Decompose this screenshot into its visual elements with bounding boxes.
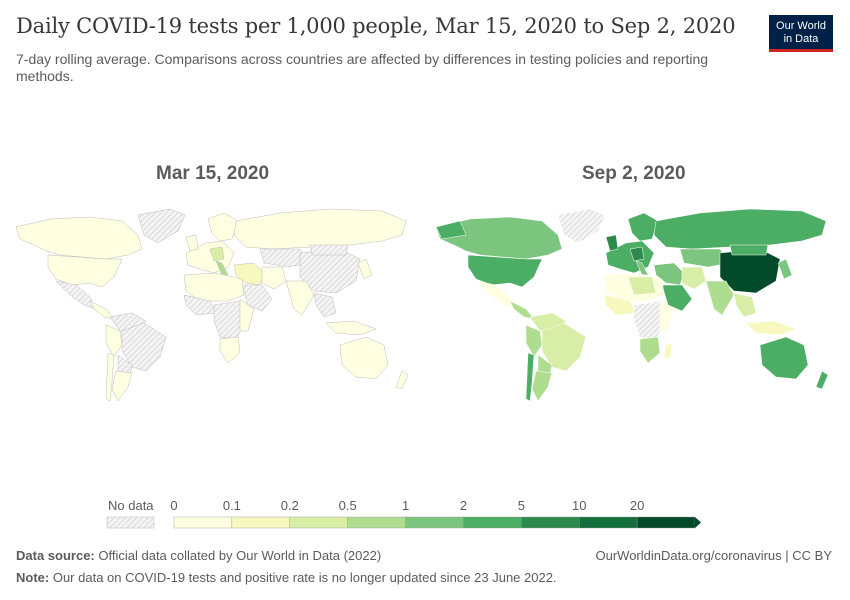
kazakhstan[interactable]: [679, 248, 731, 268]
central-america[interactable]: [89, 300, 115, 320]
legend-tick-label: 2: [460, 498, 467, 513]
uk-ireland[interactable]: [605, 234, 619, 252]
source-link[interactable]: OurWorldinData.org/coronavirus | CC BY: [595, 548, 832, 563]
map-right-title: Sep 2, 2020: [582, 163, 686, 184]
legend-bin-6[interactable]: [521, 516, 580, 529]
note: Note: Our data on COVID-19 tests and pos…: [16, 570, 557, 585]
central-europe[interactable]: [629, 246, 645, 262]
uk-ireland[interactable]: [185, 234, 199, 252]
chile[interactable]: [105, 352, 115, 402]
legend-tick-label: 0.5: [339, 498, 357, 513]
usa[interactable]: [467, 254, 543, 288]
legend-no-data-swatch: [106, 516, 155, 529]
australia[interactable]: [339, 336, 389, 380]
west-africa[interactable]: [183, 294, 217, 316]
chart-subtitle: 7-day rolling average. Comparisons acros…: [16, 51, 709, 84]
legend-tick-label: 0: [170, 498, 177, 513]
argentina[interactable]: [531, 370, 553, 402]
legend-bin-5[interactable]: [463, 516, 522, 529]
scandinavia[interactable]: [627, 212, 659, 242]
legend-arrow-icon: [695, 517, 701, 528]
legend-tick-label: 1: [402, 498, 409, 513]
legend-tick-label: 20: [630, 498, 644, 513]
note-label: Note:: [16, 570, 50, 585]
legend-bin-3[interactable]: [347, 516, 406, 529]
india[interactable]: [705, 280, 735, 316]
argentina[interactable]: [111, 370, 133, 402]
legend-tick-label: 0.1: [223, 498, 241, 513]
legend-tick-label: 0.2: [281, 498, 299, 513]
mongolia[interactable]: [729, 244, 769, 256]
italy[interactable]: [635, 260, 649, 276]
southern-africa[interactable]: [639, 336, 661, 364]
east-africa[interactable]: [239, 298, 255, 332]
legend-bin-2[interactable]: [289, 516, 348, 529]
new-zealand[interactable]: [395, 370, 409, 390]
legend-tick-label: 5: [518, 498, 525, 513]
east-africa[interactable]: [659, 298, 675, 332]
canada[interactable]: [435, 216, 563, 260]
central-europe-tested[interactable]: [209, 246, 225, 262]
legend-no-data-label: No data: [108, 498, 154, 513]
madagascar[interactable]: [663, 342, 673, 360]
greenland[interactable]: [137, 208, 186, 244]
usa[interactable]: [47, 254, 123, 288]
new-zealand[interactable]: [815, 370, 829, 390]
mexico[interactable]: [475, 280, 517, 310]
indonesia[interactable]: [745, 320, 797, 336]
indonesia[interactable]: [325, 320, 377, 336]
map-left-title: Mar 15, 2020: [156, 163, 270, 184]
italy[interactable]: [215, 260, 229, 276]
data-source: Data source: Official data collated by O…: [16, 548, 381, 563]
peru-ecuador[interactable]: [525, 324, 543, 358]
southeast-asia[interactable]: [313, 292, 337, 318]
japan-korea[interactable]: [777, 258, 793, 280]
mongolia[interactable]: [309, 244, 349, 256]
legend-bin-7[interactable]: [579, 516, 638, 529]
australia[interactable]: [759, 336, 809, 380]
alaska[interactable]: [435, 220, 467, 240]
brazil[interactable]: [121, 322, 167, 372]
data-source-label: Data source:: [16, 548, 95, 563]
note-text: Our data on COVID-19 tests and positive …: [52, 570, 557, 585]
greenland[interactable]: [557, 208, 606, 244]
legend-bin-0[interactable]: [173, 516, 233, 529]
southern-africa[interactable]: [219, 336, 241, 364]
north-africa[interactable]: [183, 272, 245, 302]
iran[interactable]: [681, 266, 707, 290]
world-map-sep-2[interactable]: [430, 205, 840, 410]
canada[interactable]: [15, 216, 143, 260]
data-source-text: Official data collated by Our World in D…: [98, 548, 382, 563]
japan-korea[interactable]: [357, 258, 373, 280]
iran[interactable]: [261, 266, 287, 290]
chile[interactable]: [525, 352, 535, 402]
peru-ecuador[interactable]: [105, 324, 123, 358]
kazakhstan[interactable]: [259, 248, 311, 268]
legend-bin-1[interactable]: [231, 516, 290, 529]
legend-tick-label: 10: [572, 498, 586, 513]
southeast-asia[interactable]: [733, 292, 757, 318]
west-africa[interactable]: [603, 294, 637, 316]
logo-line-1: Our World: [776, 20, 826, 32]
russia[interactable]: [653, 208, 827, 250]
legend-bin-4[interactable]: [405, 516, 464, 529]
arabia[interactable]: [241, 284, 273, 312]
logo-line-2: in Data: [783, 33, 819, 45]
arabia[interactable]: [661, 284, 693, 312]
chart-title: Daily COVID-19 tests per 1,000 people, M…: [16, 14, 736, 38]
brazil[interactable]: [541, 322, 587, 372]
mexico[interactable]: [55, 280, 97, 310]
central-america[interactable]: [509, 300, 535, 320]
russia[interactable]: [233, 208, 407, 250]
owid-logo[interactable]: Our World in Data: [769, 15, 833, 52]
world-map-mar-15[interactable]: [10, 205, 420, 410]
color-legend: No data 0 0.1 0.2 0.5 1 2 5 10 20: [106, 498, 701, 529]
libya-egypt[interactable]: [627, 276, 657, 296]
india[interactable]: [285, 280, 315, 316]
legend-bin-8[interactable]: [636, 516, 696, 529]
scandinavia[interactable]: [207, 212, 239, 242]
